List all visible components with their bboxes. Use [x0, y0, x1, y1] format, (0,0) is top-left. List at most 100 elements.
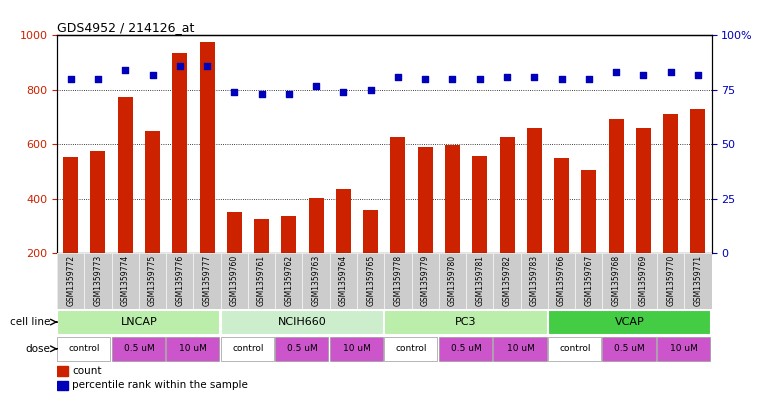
Bar — [663, 114, 678, 253]
Point — [610, 69, 622, 75]
Text: 10 uM: 10 uM — [670, 344, 698, 353]
Bar — [275, 337, 329, 360]
Bar — [466, 253, 493, 309]
Bar — [221, 253, 248, 309]
Bar — [439, 253, 466, 309]
Bar — [166, 253, 193, 309]
Text: 0.5 uM: 0.5 uM — [287, 344, 318, 353]
Bar — [390, 137, 406, 253]
Point — [283, 91, 295, 97]
Bar — [221, 310, 383, 334]
Bar — [609, 119, 623, 253]
Bar — [309, 198, 323, 253]
Bar — [445, 145, 460, 253]
Text: GSM1359775: GSM1359775 — [148, 255, 157, 307]
Text: 0.5 uM: 0.5 uM — [614, 344, 645, 353]
Text: GSM1359765: GSM1359765 — [366, 255, 375, 307]
Bar — [57, 337, 110, 360]
Point — [92, 76, 104, 82]
Bar — [418, 147, 433, 253]
Bar — [384, 310, 546, 334]
Text: control: control — [559, 344, 591, 353]
Text: control: control — [396, 344, 428, 353]
Bar — [227, 212, 242, 253]
Point — [119, 67, 132, 73]
Bar — [145, 131, 160, 253]
Text: GSM1359772: GSM1359772 — [66, 255, 75, 306]
Text: GSM1359760: GSM1359760 — [230, 255, 239, 307]
Bar — [690, 109, 705, 253]
Bar — [473, 156, 487, 253]
Bar — [57, 253, 84, 309]
Bar — [384, 253, 412, 309]
Text: count: count — [72, 366, 102, 376]
Bar — [166, 337, 219, 360]
Text: GSM1359773: GSM1359773 — [94, 255, 103, 307]
Point — [692, 72, 704, 78]
Bar — [603, 253, 630, 309]
Bar — [439, 337, 492, 360]
Text: GSM1359780: GSM1359780 — [448, 255, 457, 306]
Bar — [548, 310, 710, 334]
Text: 10 uM: 10 uM — [180, 344, 207, 353]
Text: 10 uM: 10 uM — [343, 344, 371, 353]
Bar — [548, 253, 575, 309]
Point — [174, 63, 186, 69]
Point — [637, 72, 649, 78]
Point — [583, 76, 595, 82]
Bar — [657, 253, 684, 309]
Point — [365, 87, 377, 93]
Bar — [330, 253, 357, 309]
Bar — [57, 380, 68, 390]
Bar — [657, 337, 710, 360]
Bar — [363, 210, 378, 253]
Point — [65, 76, 77, 82]
Bar — [499, 137, 514, 253]
Bar — [221, 337, 274, 360]
Point — [337, 89, 349, 95]
Bar — [172, 53, 187, 253]
Text: 0.5 uM: 0.5 uM — [451, 344, 482, 353]
Text: PC3: PC3 — [455, 317, 477, 327]
Point — [556, 76, 568, 82]
Bar — [193, 253, 221, 309]
Text: GSM1359781: GSM1359781 — [476, 255, 484, 306]
Text: GSM1359762: GSM1359762 — [285, 255, 293, 306]
Text: GSM1359774: GSM1359774 — [121, 255, 129, 307]
Bar — [527, 128, 542, 253]
Point — [447, 76, 459, 82]
Point — [419, 76, 431, 82]
Bar — [302, 253, 330, 309]
Text: GDS4952 / 214126_at: GDS4952 / 214126_at — [57, 21, 195, 34]
Text: GSM1359761: GSM1359761 — [257, 255, 266, 306]
Text: GSM1359768: GSM1359768 — [612, 255, 620, 306]
Bar — [603, 337, 656, 360]
Text: GSM1359764: GSM1359764 — [339, 255, 348, 307]
Text: GSM1359776: GSM1359776 — [175, 255, 184, 307]
Point — [310, 83, 322, 89]
Bar — [330, 337, 383, 360]
Bar — [548, 337, 601, 360]
Text: GSM1359763: GSM1359763 — [312, 255, 320, 307]
Text: GSM1359778: GSM1359778 — [393, 255, 403, 306]
Text: GSM1359777: GSM1359777 — [202, 255, 212, 307]
Bar — [412, 253, 439, 309]
Point — [473, 76, 486, 82]
Bar — [282, 216, 296, 253]
Text: GSM1359782: GSM1359782 — [502, 255, 511, 306]
Bar — [684, 253, 712, 309]
Bar — [493, 337, 546, 360]
Bar — [384, 337, 438, 360]
Point — [256, 91, 268, 97]
Point — [664, 69, 677, 75]
Bar — [336, 189, 351, 253]
Bar — [275, 253, 302, 309]
Bar — [357, 253, 384, 309]
Text: control: control — [68, 344, 100, 353]
Text: control: control — [232, 344, 264, 353]
Text: percentile rank within the sample: percentile rank within the sample — [72, 380, 248, 390]
Bar — [112, 253, 139, 309]
Point — [501, 73, 513, 80]
Bar — [199, 42, 215, 253]
Bar — [63, 157, 78, 253]
